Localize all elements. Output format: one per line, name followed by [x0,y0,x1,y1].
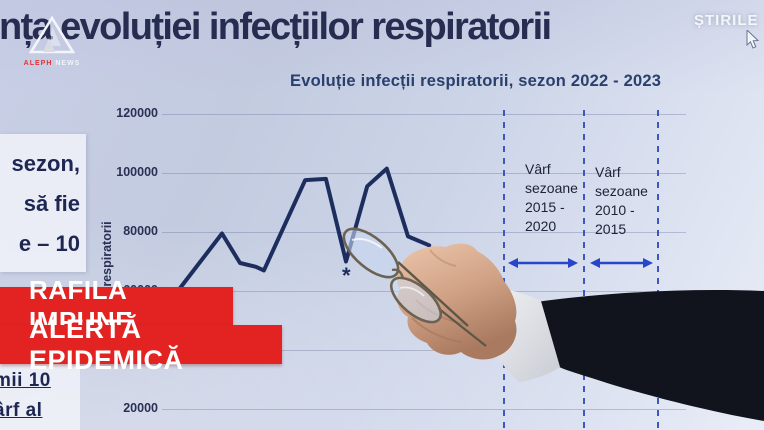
aleph-triangle-icon [28,15,76,54]
aleph-news-logo: ALEPH NEWS [22,15,82,67]
dashed-separator-3 [657,110,659,430]
bottom-left-text-panel: mii 10 ârf al [0,358,80,430]
annotation-peak-2010-2015: Vârf sezoane 2010 - 2015 [595,164,648,237]
thumb-crease [429,249,457,267]
y-tick-label: 120000 [116,106,158,120]
channel-watermark: ȘTIRILE [694,12,759,29]
lower-third-line1: RAFILA IMPUNE [0,275,233,336]
gridline [162,114,686,115]
lower-third-line2: ALERTĂ EPIDEMICĂ [0,314,282,375]
range-arrow-2010-2015-icon [590,258,653,268]
chart-title: Evoluție infecții respiratorii, sezon 20… [290,72,662,90]
gridline [162,291,686,292]
asterisk-annotation: * [342,263,351,288]
finger-crease [411,317,463,343]
y-tick-label: 100000 [116,165,158,179]
eyeglasses [342,227,487,347]
shirt-cuff [481,288,560,382]
slide-headline: ința evoluției infecțiilor respiratorii [0,6,552,48]
annotation-peak-2015-2020: Vârf sezoane 2015 - 2020 [525,161,578,234]
aleph-caption: ALEPH NEWS [23,60,81,67]
y-tick-label: 80000 [123,224,158,238]
hand [396,243,517,360]
left-text-panel: sezon, să fie e – 10 [0,134,86,272]
dashed-separator-2 [583,110,585,430]
mouse-cursor-icon [746,30,760,49]
chart-line [178,166,432,290]
range-arrow-2015-2020-icon [508,258,578,268]
red-left-arrow-icon [485,345,513,357]
suit-sleeve [536,290,764,421]
dashed-separator-1 [503,110,505,430]
finger-crease [415,299,467,325]
y-tick-label: 20000 [123,401,158,415]
gridline [162,409,686,410]
